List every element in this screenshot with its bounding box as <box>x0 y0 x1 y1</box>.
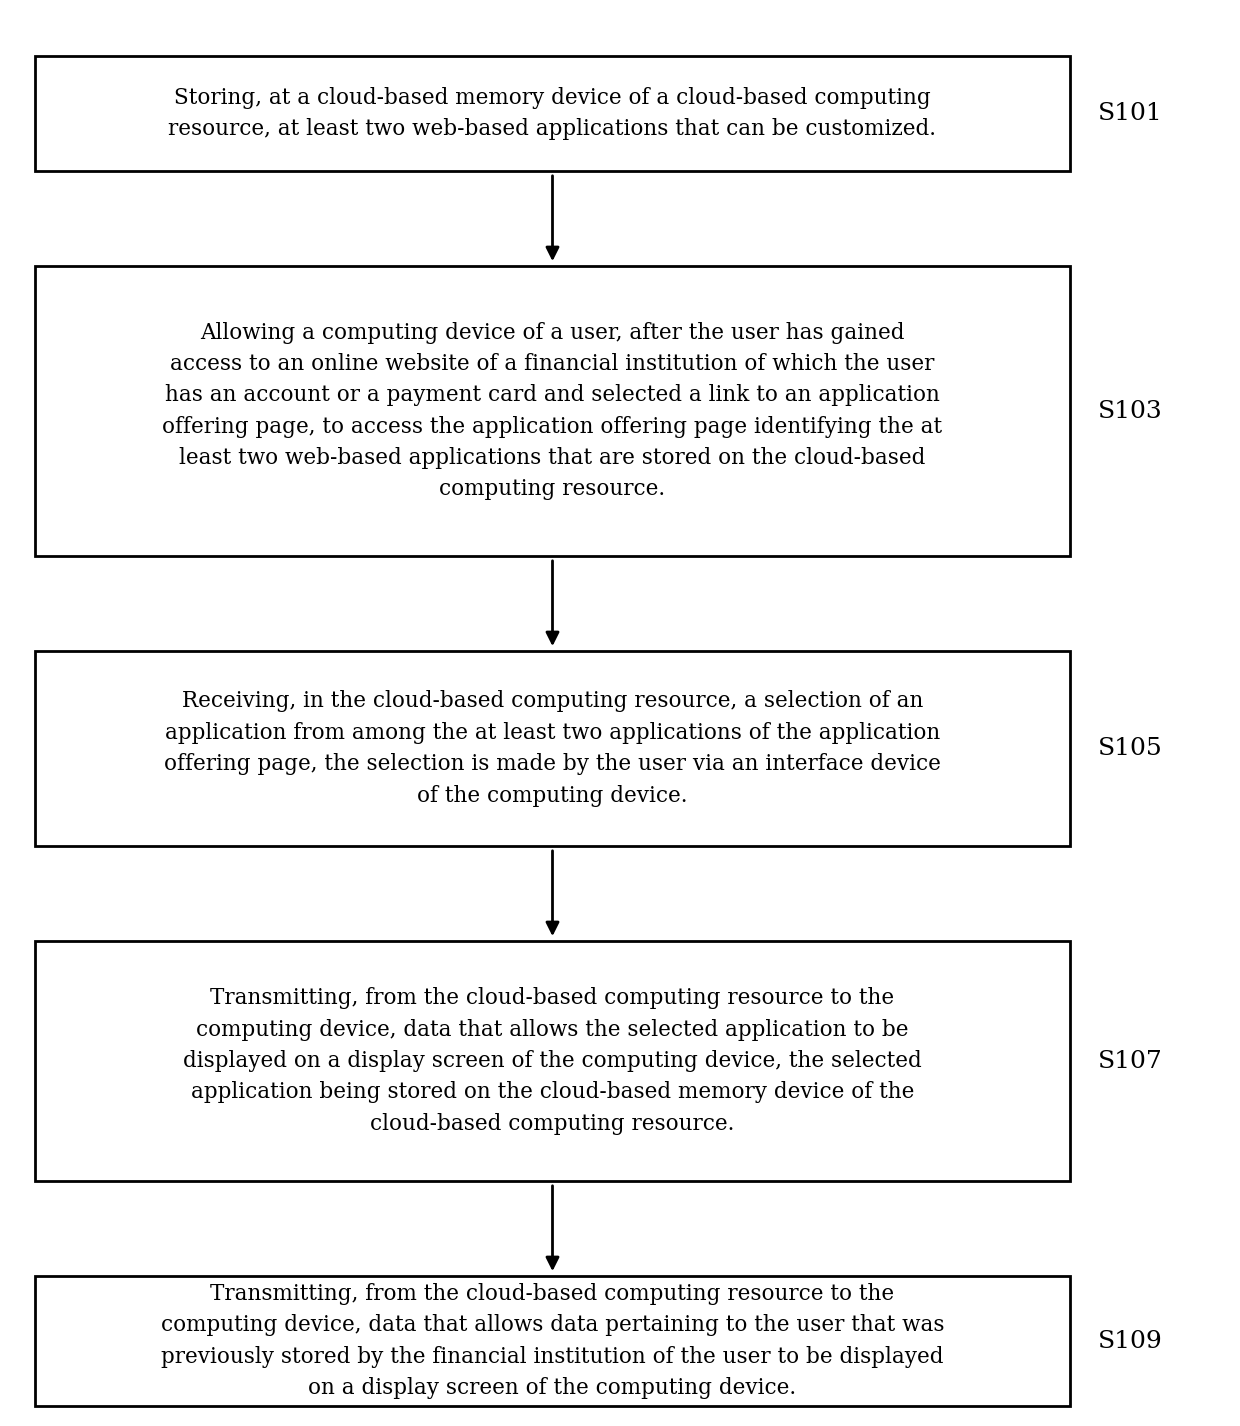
Bar <box>35 56 1070 171</box>
Text: S109: S109 <box>1097 1329 1162 1352</box>
Text: S101: S101 <box>1097 103 1162 125</box>
Text: Transmitting, from the cloud-based computing resource to the
computing device, d: Transmitting, from the cloud-based compu… <box>161 1283 944 1399</box>
Text: Allowing a computing device of a user, after the user has gained
access to an on: Allowing a computing device of a user, a… <box>162 322 942 501</box>
Bar <box>35 941 1070 1181</box>
Text: Receiving, in the cloud-based computing resource, a selection of an
application : Receiving, in the cloud-based computing … <box>164 690 941 807</box>
Bar <box>35 652 1070 846</box>
Bar <box>35 1276 1070 1406</box>
Text: Storing, at a cloud-based memory device of a cloud-based computing
resource, at : Storing, at a cloud-based memory device … <box>169 87 936 140</box>
Bar <box>35 267 1070 556</box>
Text: S107: S107 <box>1097 1050 1162 1072</box>
Text: S105: S105 <box>1097 737 1162 760</box>
Text: Transmitting, from the cloud-based computing resource to the
computing device, d: Transmitting, from the cloud-based compu… <box>184 987 921 1135</box>
Text: S103: S103 <box>1097 399 1162 422</box>
